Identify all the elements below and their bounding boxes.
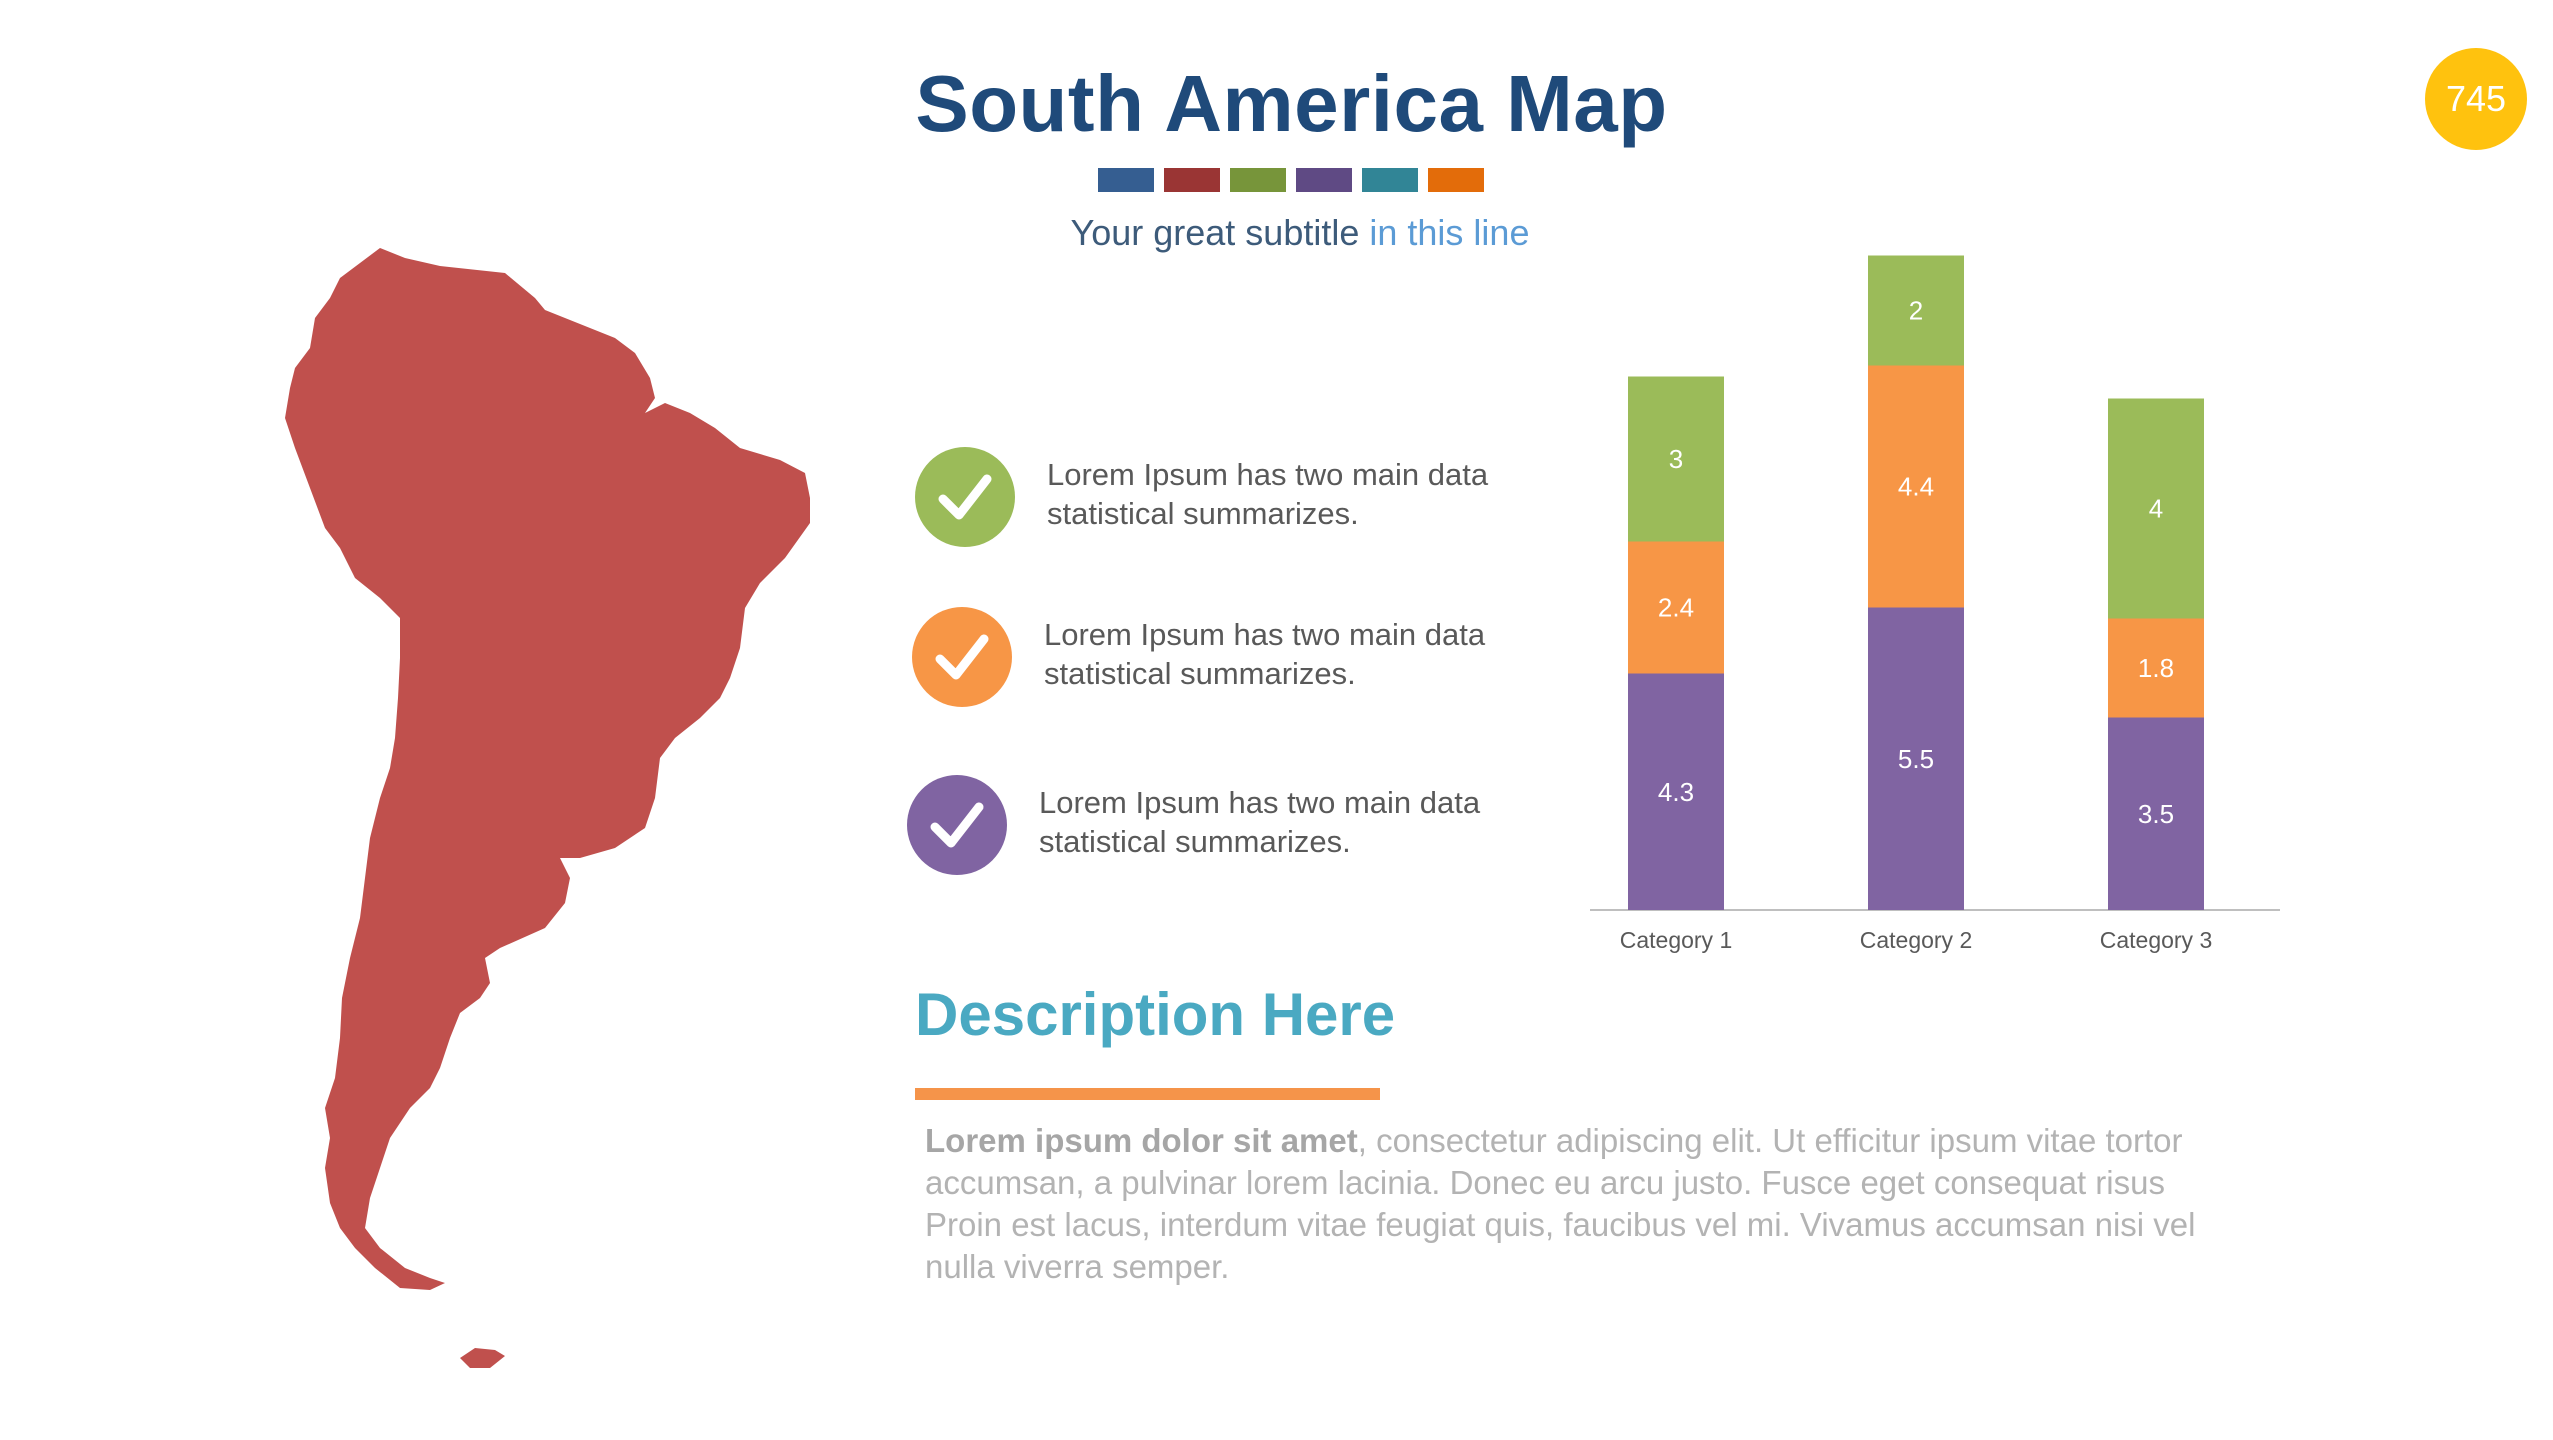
description-body: Lorem ipsum dolor sit amet, consectetur … (925, 1120, 2245, 1288)
bar-segment-c1-s3 (1628, 376, 1724, 542)
description-title: Description Here (915, 981, 1396, 1048)
bar-segment-c2-s1 (1868, 607, 1964, 910)
data-label: 2 (1909, 296, 1923, 326)
slide-title: South America Map (915, 59, 1668, 148)
check-badge-3 (907, 775, 1007, 875)
bar-segment-c3-s2 (2108, 618, 2204, 718)
check-badge-1 (915, 447, 1015, 547)
checklist-item-text: Lorem Ipsum has two main data statistica… (1044, 617, 1486, 691)
data-label: 4 (2149, 494, 2163, 524)
description-underline (915, 1088, 1380, 1100)
data-label: 3 (1669, 444, 1683, 474)
checklist-item-text: Lorem Ipsum has two main data statistica… (1047, 457, 1489, 531)
south-america-map (285, 248, 810, 1368)
color-swatch-row (1098, 168, 1484, 192)
bar-segment-c3-s1 (2108, 717, 2204, 910)
page-number-badge: 745 (2425, 48, 2527, 150)
data-label: 5.5 (1898, 744, 1934, 774)
color-swatch-1 (1098, 168, 1154, 192)
category-label: Category 2 (1860, 927, 1973, 953)
stacked-bar-chart: 4.3 2.4 3 Category 1 5.5 4.4 2 Category 2 3.5 1.8… (1590, 255, 2280, 953)
check-badge-2 (912, 607, 1012, 707)
falkland-islands-shape (460, 1348, 505, 1368)
description-text: , consectetur adipiscing elit. Ut effici… (925, 1122, 2196, 1285)
data-label: 4.3 (1658, 777, 1694, 807)
color-swatch-5 (1362, 168, 1418, 192)
bar-segment-c1-s2 (1628, 541, 1724, 674)
check-icon (935, 634, 989, 680)
slide-subtitle: Your great subtitle in this line (0, 212, 2553, 254)
subtitle-main: Your great subtitle (1070, 212, 1360, 253)
color-swatch-6 (1428, 168, 1484, 192)
check-icon (930, 802, 984, 848)
bar-segment-c2-s3 (1868, 255, 1964, 366)
check-icon (938, 474, 992, 520)
category-label: Category 1 (1620, 927, 1733, 953)
bar-segment-c2-s2 (1868, 365, 1964, 608)
data-label: 2.4 (1658, 593, 1694, 623)
bar-segment-c3-s3 (2108, 398, 2204, 619)
description-lead: Lorem ipsum dolor sit amet (925, 1122, 1358, 1159)
subtitle-highlight: in this line (1369, 212, 1530, 253)
category-label: Category 3 (2100, 927, 2213, 953)
color-swatch-3 (1230, 168, 1286, 192)
color-swatch-4 (1296, 168, 1352, 192)
south-america-shape (285, 248, 810, 1290)
color-swatch-2 (1164, 168, 1220, 192)
checklist-item-text: Lorem Ipsum has two main data statistica… (1039, 785, 1481, 859)
bar-segment-c1-s1 (1628, 673, 1724, 910)
data-label: 3.5 (2138, 799, 2174, 829)
data-label: 4.4 (1898, 472, 1934, 502)
data-label: 1.8 (2138, 653, 2174, 683)
